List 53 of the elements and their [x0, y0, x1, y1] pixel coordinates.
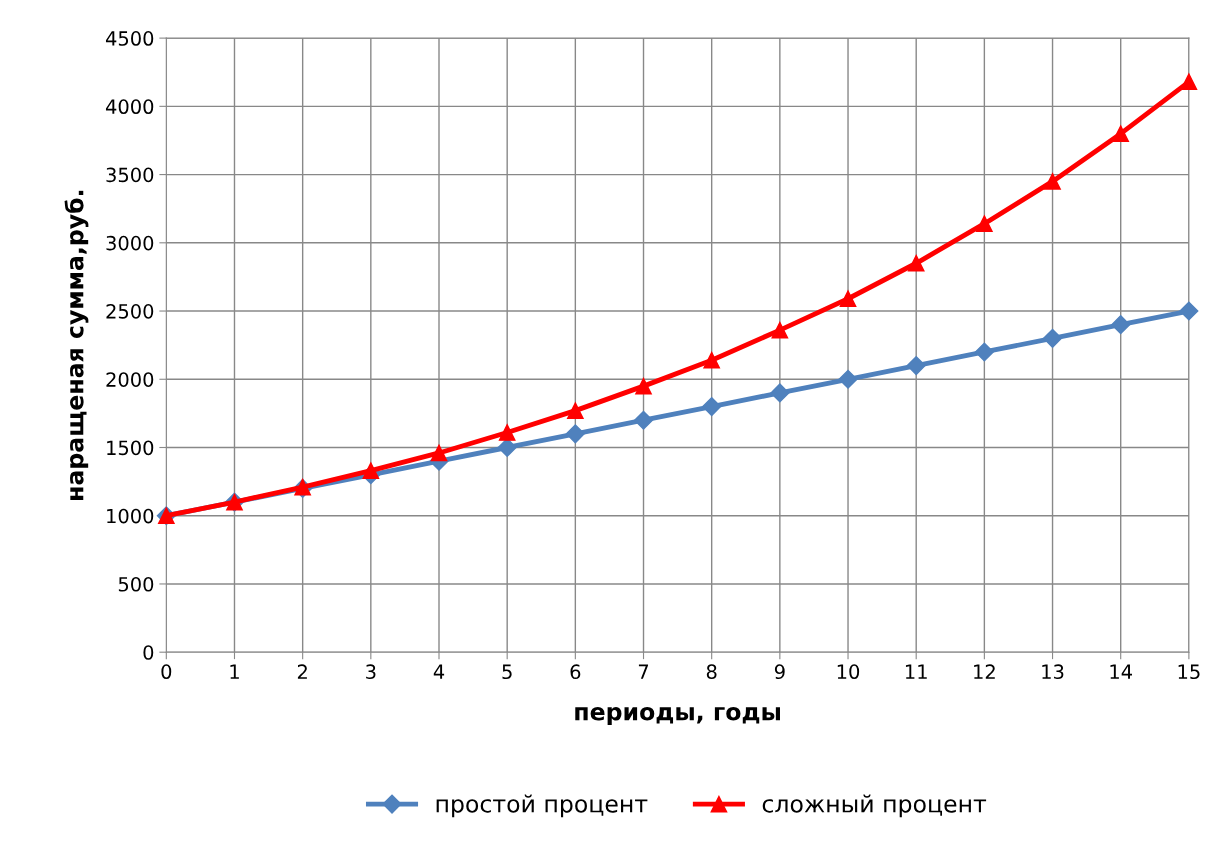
point	[702, 397, 722, 417]
point	[565, 424, 585, 444]
x-axis-title: периоды, годы	[575, 706, 780, 726]
y-tick-label: 4000	[105, 99, 154, 115]
point	[770, 383, 790, 403]
x-tick-label: 10	[837, 664, 860, 680]
x-tick-label: 12	[974, 664, 995, 679]
point	[907, 254, 925, 272]
y-tick-label: 1500	[107, 440, 154, 456]
y-tick-label: 500	[118, 576, 154, 592]
point	[498, 424, 516, 441]
y-tick-label: 3500	[106, 167, 154, 183]
point	[430, 444, 448, 462]
point	[362, 462, 380, 480]
y-tick-label: 0	[143, 645, 154, 660]
x-tick-label: 3	[366, 664, 376, 680]
point	[771, 321, 789, 339]
y-tick-label: 2000	[106, 372, 154, 387]
point	[976, 215, 993, 233]
legend-label: простой процент	[436, 794, 648, 818]
point	[1111, 315, 1131, 335]
x-tick-label: 4	[433, 664, 445, 679]
x-tick-label: 11	[905, 664, 927, 679]
point	[567, 402, 584, 419]
legend-label: сложный процент	[762, 794, 987, 818]
point	[703, 351, 721, 369]
x-tick-label: 0	[161, 664, 172, 680]
x-tick-label: 7	[638, 664, 649, 679]
y-tick-label: 1000	[107, 508, 154, 524]
y-tick-label: 3000	[106, 235, 154, 251]
x-tick-label: 9	[774, 664, 785, 680]
x-tick-label: 14	[1110, 664, 1132, 679]
point	[906, 356, 926, 376]
point	[1180, 73, 1198, 91]
y-tick-label: 4500	[105, 31, 154, 46]
y-tick-label: 2500	[106, 303, 154, 319]
point	[974, 342, 994, 362]
x-tick-label: 5	[502, 664, 512, 680]
point	[1112, 125, 1130, 142]
x-tick-label: 8	[706, 664, 717, 680]
x-tick-label: 13	[1042, 664, 1064, 680]
point	[839, 290, 857, 308]
point	[1179, 301, 1199, 321]
point	[635, 377, 652, 395]
point	[838, 369, 858, 389]
x-tick-label: 2	[297, 664, 307, 679]
point	[633, 410, 654, 430]
x-tick-label: 6	[570, 664, 581, 680]
x-tick-label: 1	[230, 664, 239, 679]
point	[1044, 173, 1061, 190]
x-tick-label: 15	[1178, 664, 1200, 680]
y-axis-title: наращеная сумма,руб.	[64, 190, 89, 500]
point	[1043, 328, 1063, 348]
